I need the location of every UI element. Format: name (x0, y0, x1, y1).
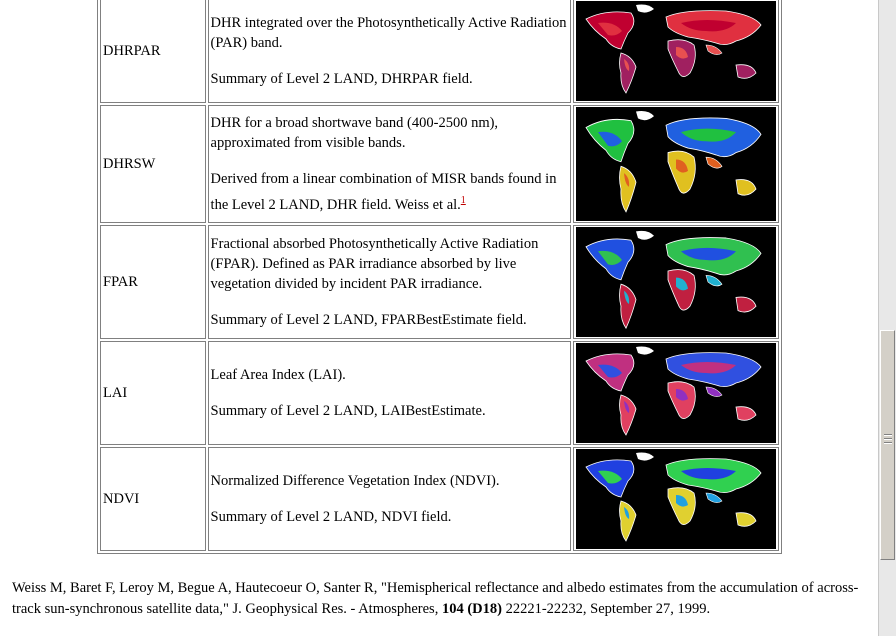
product-description: Leaf Area Index (LAI). Summary of Level 2… (207, 341, 571, 445)
description-text: DHR integrated over the Photosynthetical… (210, 15, 567, 51)
product-description: Normalized Difference Vegetation Index (… (207, 447, 571, 551)
world-map-thumbnail (575, 107, 776, 221)
description-text: Normalized Difference Vegetation Index (… (210, 473, 500, 489)
summary-text-content: Summary of Level 2 LAND, LAIBestEstimate… (210, 403, 486, 419)
scrollbar-thumb[interactable] (880, 330, 895, 560)
map-cell (572, 341, 779, 445)
reference-text: Weiss M, Baret F, Leroy M, Begue A, Haut… (12, 580, 859, 617)
page-viewport: DHRPAR DHR integrated over the Photosynth… (12, 0, 872, 620)
map-cell (572, 0, 779, 103)
summary-text: Summary of Level 2 LAND, DHRPAR field. (211, 69, 568, 89)
table-row: DHRSW DHR for a broad shortwave band (400… (100, 105, 779, 223)
product-description: DHR for a broad shortwave band (400-2500… (207, 105, 571, 223)
product-description: DHR integrated over the Photosynthetical… (207, 0, 571, 103)
world-map-thumbnail (575, 227, 776, 337)
table-row: DHRPAR DHR integrated over the Photosynth… (100, 0, 779, 103)
summary-text-content: Summary of Level 2 LAND, DHRPAR field. (210, 71, 473, 87)
product-name: FPAR (100, 225, 206, 339)
product-name: LAI (100, 341, 206, 445)
summary-text: Derived from a linear combination of MIS… (211, 169, 568, 215)
summary-text: Summary of Level 2 LAND, LAIBestEstimate… (211, 401, 568, 421)
description-text: Fractional absorbed Photosynthetically A… (210, 236, 539, 292)
description-text: DHR for a broad shortwave band (400-2500… (210, 115, 499, 152)
product-description: Fractional absorbed Photosynthetically A… (207, 225, 571, 339)
description-text: Leaf Area Index (LAI). (210, 367, 346, 383)
map-cell (572, 447, 779, 551)
map-cell (572, 105, 779, 223)
summary-text: Summary of Level 2 LAND, NDVI field. (211, 507, 568, 527)
world-map-thumbnail (575, 1, 776, 101)
product-name: DHRSW (100, 105, 206, 223)
reference-volume: 104 (D18) (441, 601, 502, 617)
table-row: FPAR Fractional absorbed Photosynthetical… (100, 225, 779, 339)
reference-pages-date: 22221-22232, September 27, 1999. (501, 601, 711, 617)
product-name: NDVI (100, 447, 206, 551)
footnote-link[interactable]: 1 (460, 195, 466, 207)
world-map-thumbnail (575, 449, 776, 549)
vertical-scrollbar[interactable] (878, 0, 896, 636)
table-row: LAI Leaf Area Index (LAI). Summary of Leve… (100, 341, 779, 445)
reference-citation: Weiss M, Baret F, Leroy M, Begue A, Haut… (12, 578, 872, 620)
summary-text-content: Summary of Level 2 LAND, NDVI field. (210, 509, 452, 525)
products-table: DHRPAR DHR integrated over the Photosynth… (97, 0, 782, 554)
map-cell (572, 225, 779, 339)
summary-text-content: Derived from a linear combination of MIS… (210, 171, 557, 213)
summary-text: Summary of Level 2 LAND, FPARBestEstimat… (211, 310, 568, 330)
summary-text-content: Summary of Level 2 LAND, FPARBestEstimat… (210, 312, 527, 328)
table-row: NDVI Normalized Difference Vegetation Ind… (100, 447, 779, 551)
product-name: DHRPAR (100, 0, 206, 103)
world-map-thumbnail (575, 343, 776, 443)
